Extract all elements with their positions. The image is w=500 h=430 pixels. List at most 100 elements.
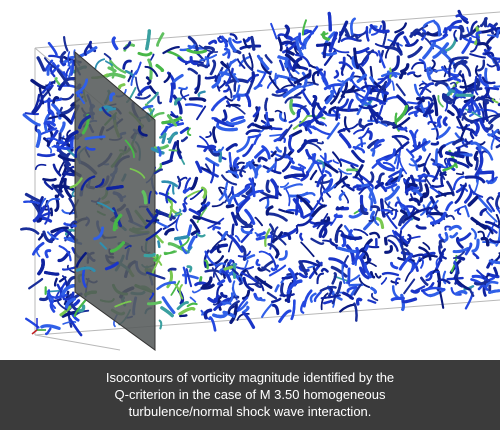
vortex-tube [258, 250, 271, 256]
vortex-tube [196, 105, 207, 121]
vortex-tube [31, 93, 41, 114]
vortex-tube [338, 61, 353, 70]
vortex-tube [85, 146, 96, 151]
vortex-tube [186, 265, 193, 273]
vortex-tube [251, 161, 259, 167]
vortex-tube [209, 148, 221, 157]
vortex-tube [487, 176, 498, 185]
vortex-tube [351, 247, 360, 265]
vortex-tube [394, 201, 403, 207]
vortex-tube [358, 118, 365, 129]
vortex-tube [36, 153, 56, 158]
vortex-tube [155, 209, 176, 220]
vortex-tube [187, 224, 193, 237]
vortex-tube [380, 120, 397, 127]
vortex-tube [191, 287, 204, 294]
vortex-tube [361, 122, 374, 132]
vortex-tube [156, 281, 177, 291]
caption-line: Q-criterion in the case of M 3.50 homoge… [114, 387, 386, 402]
vortex-tube [423, 286, 446, 292]
vortex-tube [271, 303, 280, 315]
vortex-tube [493, 266, 499, 276]
vortex-tube [274, 284, 280, 293]
vortex-tube [221, 230, 228, 241]
vortex-tube [145, 227, 163, 241]
vortex-tube [104, 60, 113, 66]
vortex-tube [155, 234, 164, 244]
vortex-tube [218, 188, 224, 196]
vortex-tube [226, 62, 236, 82]
vortex-tube [442, 25, 462, 34]
vortex-tube [324, 184, 337, 193]
vortex-tube [164, 227, 175, 236]
vortex-tube [464, 138, 471, 145]
vortex-tube [252, 106, 261, 118]
vortex-tube [405, 148, 415, 159]
vortex-tube [45, 137, 61, 143]
vortex-tube [203, 308, 213, 320]
vortex-tube [363, 49, 375, 62]
vortex-tube [281, 272, 299, 280]
vortex-tube [287, 77, 296, 88]
vortex-tube [146, 91, 159, 105]
vortex-tube [390, 296, 405, 302]
vortex-tube [165, 184, 172, 204]
vortex-tube [356, 297, 363, 306]
vortex-tube [430, 141, 440, 146]
vortex-tube [275, 248, 280, 259]
vortex-tube [83, 43, 92, 56]
vortex-tube [332, 151, 343, 167]
vortex-tube [370, 24, 383, 36]
vortex-tube [179, 126, 190, 134]
vortex-tube [210, 95, 228, 112]
vortex-tube [396, 42, 403, 54]
vortex-tube [450, 81, 457, 88]
vortex-tube [156, 220, 169, 229]
vortex-tube [398, 253, 414, 271]
vortex-tube [304, 38, 309, 50]
vortex-tube [309, 64, 316, 69]
vortex-tube [411, 61, 425, 70]
vortex-tube [360, 84, 378, 90]
vortex-tube [170, 113, 179, 119]
vortex-tube [469, 53, 486, 59]
vortex-tube [122, 59, 132, 70]
vortex-tube [408, 260, 415, 272]
vortex-tube [254, 275, 273, 289]
vortex-tube [44, 249, 52, 259]
vortex-tube [137, 125, 148, 137]
vortex-tube [177, 236, 190, 249]
vortex-tube [367, 104, 383, 121]
vortex-tube [471, 228, 477, 240]
vortex-tube [310, 237, 325, 245]
vortex-tube [409, 28, 419, 38]
vortex-tube [404, 39, 419, 47]
vortex-tube [278, 250, 288, 261]
vortex-tube [68, 65, 73, 78]
vortex-tube [73, 299, 87, 317]
vortex-tube [488, 113, 500, 125]
vortex-tube [197, 63, 209, 69]
vortex-tube [145, 29, 151, 51]
vortex-tube [299, 260, 321, 268]
vortex-tube [486, 221, 496, 238]
vortex-tube [475, 30, 482, 39]
vortex-tube [106, 185, 124, 191]
vortex-tube [432, 269, 439, 274]
vortex-tube [151, 254, 162, 274]
vortex-tube [303, 289, 313, 308]
vortex-tube [48, 98, 63, 103]
vortex-tube [228, 151, 232, 168]
vortex-tube [458, 26, 463, 41]
vortex-tube [20, 227, 40, 235]
vortex-tube [416, 162, 427, 168]
vortex-tube [223, 86, 231, 93]
vortex-tube [265, 179, 271, 194]
vortex-tube [363, 262, 373, 279]
vortex-tube [339, 76, 355, 93]
vortex-tube [322, 44, 328, 59]
vortex-tube [149, 53, 155, 62]
vortex-tube [331, 272, 337, 285]
vortex-tube [216, 279, 226, 286]
vortex-tube [477, 42, 490, 50]
